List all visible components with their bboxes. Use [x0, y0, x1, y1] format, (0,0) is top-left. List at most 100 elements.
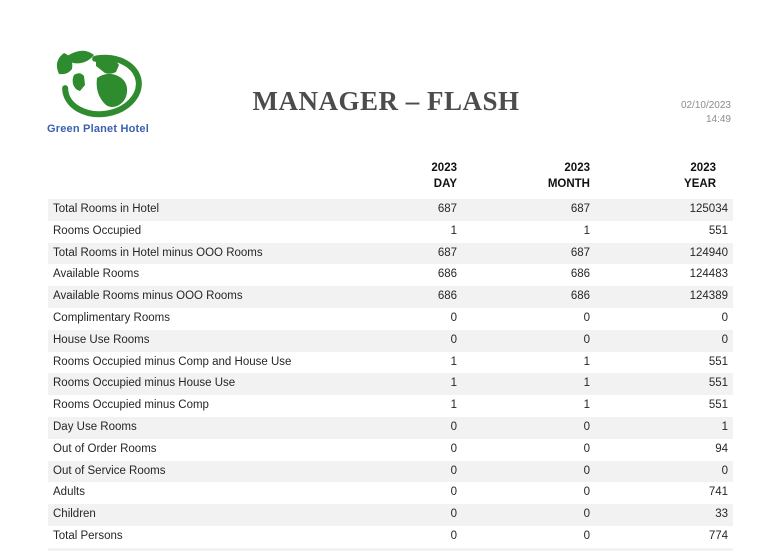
- report-date: 02/10/2023: [680, 100, 731, 111]
- table-row: Rooms Occupied minus Comp 1 1 551: [48, 395, 733, 417]
- table-row: Out of Order Rooms 0 0 94: [48, 439, 733, 461]
- table-row: Rooms Occupied minus Comp and House Use 1…: [48, 352, 733, 374]
- row-label: House Use Rooms: [53, 333, 150, 346]
- year-value: 0: [721, 333, 728, 346]
- table-row: Total Persons 0 0 774: [48, 526, 733, 548]
- day-value: 0: [450, 442, 457, 455]
- row-label: Children: [53, 508, 96, 521]
- row-label: Total Rooms in Hotel minus OOO Rooms: [53, 246, 263, 259]
- column-header-day: 2023 DAY: [327, 160, 457, 192]
- row-label: Day Use Rooms: [53, 420, 137, 433]
- day-value: 687: [437, 246, 457, 259]
- row-label: Available Rooms minus OOO Rooms: [53, 290, 243, 303]
- report-title: MANAGER – FLASH: [252, 86, 520, 116]
- month-value: 0: [583, 508, 590, 521]
- header-spacer: [48, 160, 327, 192]
- month-value: 0: [583, 333, 590, 346]
- month-value: 0: [583, 420, 590, 433]
- table-row: Children 0 0 33: [48, 504, 733, 526]
- row-label: Rooms Occupied minus House Use: [53, 377, 236, 390]
- column-header-year-label: 2023: [431, 162, 457, 174]
- report-datetime: 02/10/2023 14:49: [681, 99, 731, 127]
- flash-report-table: 2023 DAY 2023 MONTH 2023 YEAR Total Room…: [48, 158, 733, 551]
- row-label: Complimentary Rooms: [53, 311, 170, 324]
- month-value: 0: [583, 529, 590, 542]
- row-label: Adults: [53, 486, 85, 499]
- month-value: 0: [583, 442, 590, 455]
- row-label: Total Rooms in Hotel: [53, 203, 160, 215]
- day-value: 686: [437, 268, 457, 281]
- table-row: Day Use Rooms 0 0 1: [48, 416, 733, 439]
- day-value: 0: [450, 311, 457, 324]
- table-row: Available Rooms 686 686 124483: [48, 264, 733, 286]
- year-value: 124389: [689, 290, 728, 303]
- year-value: 551: [708, 399, 728, 412]
- month-value: 1: [583, 224, 590, 237]
- row-label: Rooms Occupied: [53, 224, 142, 237]
- day-value: 686: [437, 290, 457, 303]
- day-value: 1: [450, 377, 457, 390]
- month-value: 0: [583, 486, 590, 499]
- year-value: 33: [715, 508, 728, 521]
- day-value: 0: [450, 508, 457, 521]
- row-label: Total Persons: [53, 529, 123, 542]
- month-value: 686: [570, 268, 590, 281]
- day-value: 0: [450, 420, 457, 433]
- row-label: Rooms Occupied minus Comp: [53, 399, 209, 412]
- month-value: 0: [583, 311, 590, 324]
- month-value: 687: [570, 203, 590, 215]
- green-planet-globe-icon: [56, 50, 142, 118]
- year-value: 551: [708, 377, 728, 390]
- row-label: Out of Order Rooms: [53, 442, 157, 455]
- column-header-period-label: MONTH: [547, 178, 590, 190]
- day-value: 0: [450, 486, 457, 499]
- column-header-year: 2023 YEAR: [590, 160, 733, 192]
- year-value: 551: [708, 355, 728, 368]
- report-time: 14:49: [705, 114, 731, 125]
- table-row: Total Rooms in Hotel 687 687 125034: [48, 199, 733, 221]
- day-value: 1: [450, 224, 457, 237]
- hotel-logo: Green Planet Hotel: [45, 44, 151, 135]
- year-value: 1: [721, 420, 728, 433]
- year-value: 774: [708, 529, 728, 542]
- table-row: Rooms Occupied 1 1 551: [48, 221, 733, 243]
- month-value: 686: [570, 290, 590, 303]
- day-value: 0: [450, 464, 457, 477]
- month-value: 0: [583, 464, 590, 477]
- month-value: 1: [583, 355, 590, 368]
- table-row: Total Rooms in Hotel minus OOO Rooms 687 6…: [48, 242, 733, 265]
- row-label: Rooms Occupied minus Comp and House Use: [53, 355, 292, 368]
- table-row: Available Rooms minus OOO Rooms 686 686 124…: [48, 286, 733, 308]
- table-row: Out of Service Rooms 0 0 0: [48, 460, 733, 483]
- year-value: 551: [708, 224, 728, 237]
- column-header-period-label: DAY: [433, 178, 457, 190]
- year-value: 125034: [689, 203, 728, 215]
- table-row: Adults 0 0 741: [48, 482, 733, 504]
- column-header-month: 2023 MONTH: [457, 160, 590, 192]
- row-label: Out of Service Rooms: [53, 464, 166, 477]
- year-value: 124483: [689, 268, 728, 281]
- column-header-year-label: 2023: [564, 162, 590, 174]
- year-value: 0: [721, 464, 728, 477]
- table-row: Complimentary Rooms 0 0 0: [48, 308, 733, 330]
- row-label: Available Rooms: [53, 268, 140, 281]
- hotel-name: Green Planet Hotel: [46, 123, 149, 135]
- day-value: 687: [437, 203, 457, 215]
- day-value: 1: [450, 355, 457, 368]
- table-body: Total Rooms in Hotel 687 687 125034 Rooms Oc…: [48, 199, 733, 548]
- month-value: 1: [583, 399, 590, 412]
- column-header-period-label: YEAR: [684, 178, 716, 190]
- year-value: 0: [721, 311, 728, 324]
- month-value: 1: [583, 377, 590, 390]
- day-value: 0: [450, 529, 457, 542]
- year-value: 94: [715, 442, 728, 455]
- partial-next-row: [48, 547, 733, 551]
- year-value: 741: [708, 486, 728, 499]
- day-value: 0: [450, 333, 457, 346]
- month-value: 687: [570, 246, 590, 259]
- table-row: Rooms Occupied minus House Use 1 1 551: [48, 373, 733, 396]
- table-row: House Use Rooms 0 0 0: [48, 329, 733, 352]
- year-value: 124940: [689, 246, 728, 259]
- column-header-year-label: 2023: [690, 162, 716, 174]
- day-value: 1: [450, 399, 457, 412]
